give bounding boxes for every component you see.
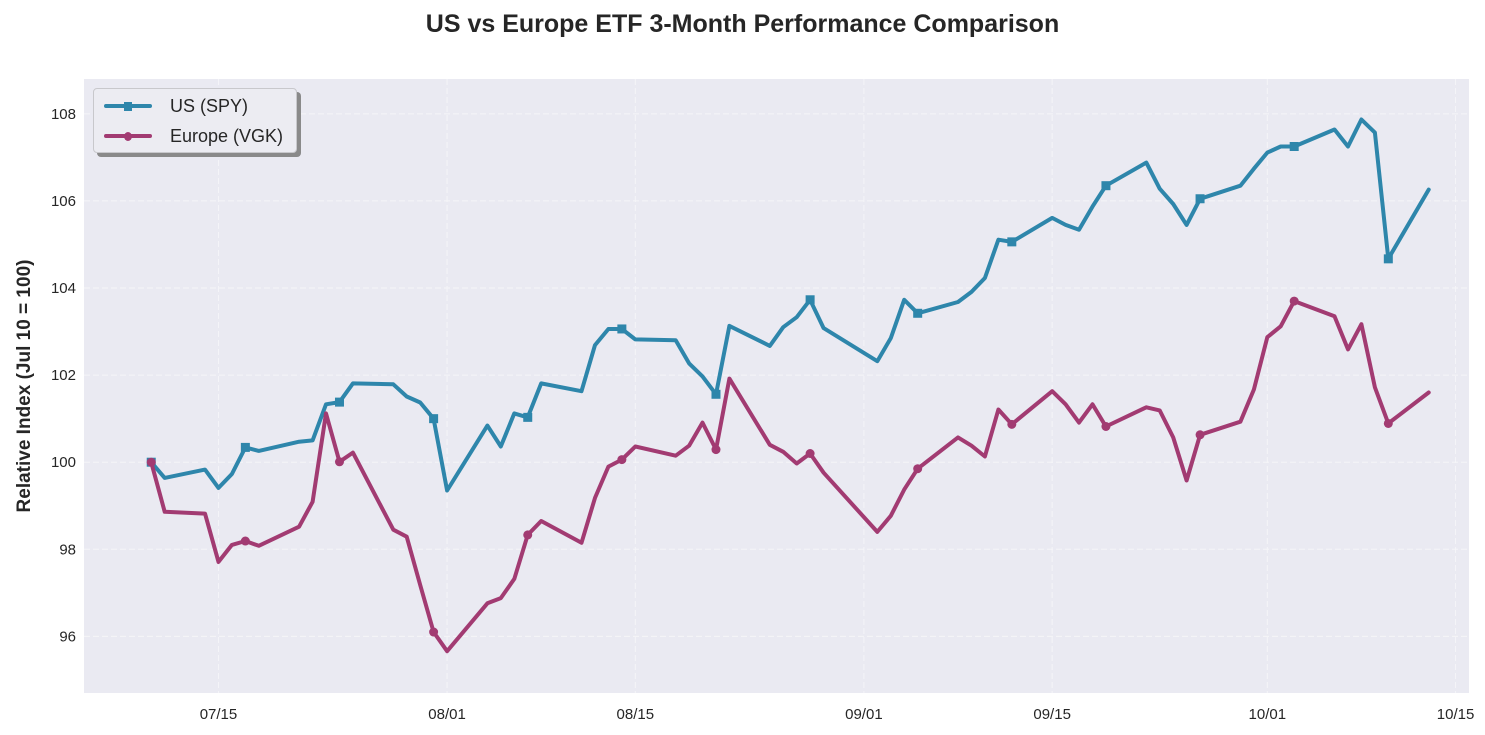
x-tick-label: 09/01 bbox=[845, 706, 883, 723]
series-europe-vgk bbox=[146, 296, 1431, 654]
x-tick-label: 10/15 bbox=[1437, 706, 1475, 723]
data-point-marker bbox=[711, 389, 721, 399]
x-tick-label: 10/01 bbox=[1249, 706, 1287, 723]
x-axis-ticks: 07/15 08/01 08/15 09/01 09/15 10/01 10/15 bbox=[200, 706, 1475, 723]
data-point-marker bbox=[334, 457, 344, 467]
legend-item-europe: Europe (VGK) bbox=[104, 124, 283, 148]
y-axis-ticks: 96 98 100 102 104 106 108 bbox=[51, 106, 76, 646]
y-tick-label: 100 bbox=[51, 454, 76, 471]
data-point-marker bbox=[1289, 141, 1299, 151]
data-point-marker bbox=[240, 536, 250, 546]
data-point-marker bbox=[913, 464, 923, 474]
series-layer bbox=[146, 117, 1431, 654]
x-tick-label: 08/15 bbox=[617, 706, 655, 723]
data-point-marker bbox=[429, 414, 439, 424]
legend-swatch-us bbox=[104, 101, 152, 111]
data-point-marker bbox=[523, 412, 533, 422]
data-point-marker bbox=[1383, 418, 1393, 428]
data-point-marker bbox=[805, 295, 815, 305]
x-tick-label: 09/15 bbox=[1033, 706, 1071, 723]
data-point-marker bbox=[146, 457, 156, 467]
data-point-marker bbox=[617, 455, 627, 465]
legend-item-us: US (SPY) bbox=[104, 94, 248, 118]
y-tick-label: 104 bbox=[51, 280, 76, 297]
data-point-marker bbox=[429, 627, 439, 637]
data-point-marker bbox=[913, 308, 923, 318]
data-point-marker bbox=[334, 397, 344, 407]
circle-marker-icon bbox=[124, 131, 132, 141]
data-point-marker bbox=[523, 530, 533, 540]
data-point-marker bbox=[1007, 419, 1017, 429]
data-point-marker bbox=[1101, 181, 1111, 191]
legend-label-europe: Europe (VGK) bbox=[170, 125, 284, 146]
legend: US (SPY) Europe (VGK) bbox=[93, 88, 297, 153]
x-tick-label: 08/01 bbox=[428, 706, 466, 723]
data-point-marker bbox=[1383, 254, 1393, 264]
y-axis-label: Relative Index (Jul 10 = 100) bbox=[14, 260, 35, 513]
data-point-marker bbox=[1289, 296, 1299, 306]
data-point-marker bbox=[1007, 237, 1017, 247]
data-point-marker bbox=[1195, 430, 1205, 440]
data-point-marker bbox=[805, 448, 815, 458]
y-tick-label: 96 bbox=[59, 628, 76, 645]
y-tick-label: 106 bbox=[51, 193, 76, 210]
data-point-marker bbox=[240, 442, 250, 452]
legend-label-us: US (SPY) bbox=[170, 95, 249, 116]
square-marker-icon bbox=[124, 101, 132, 111]
data-point-marker bbox=[617, 324, 627, 334]
grid-lines bbox=[84, 79, 1469, 693]
data-point-marker bbox=[1101, 421, 1111, 431]
chart-title: US vs Europe ETF 3-Month Performance Com… bbox=[425, 10, 1060, 38]
data-point-marker bbox=[1195, 194, 1205, 204]
y-tick-label: 102 bbox=[51, 367, 76, 384]
x-tick-label: 07/15 bbox=[200, 706, 238, 723]
y-tick-label: 108 bbox=[51, 106, 76, 123]
y-tick-label: 98 bbox=[59, 541, 76, 558]
legend-swatch-europe bbox=[104, 131, 152, 141]
data-point-marker bbox=[711, 445, 721, 455]
plot-area bbox=[84, 79, 1469, 693]
